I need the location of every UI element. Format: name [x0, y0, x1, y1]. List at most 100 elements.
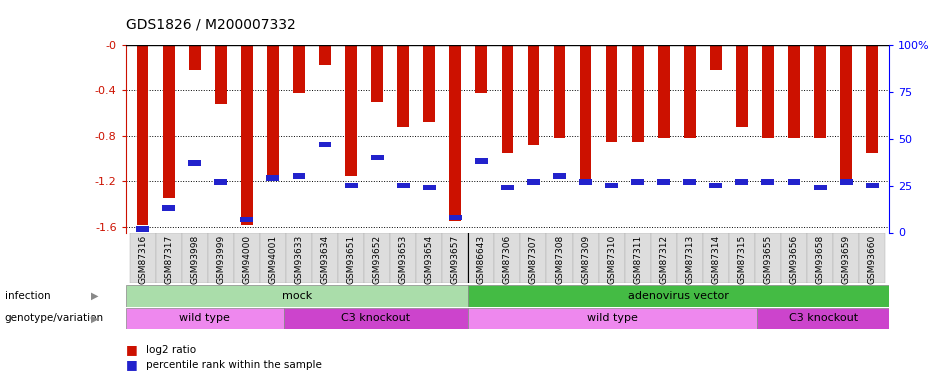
- Bar: [625, 232, 651, 283]
- Bar: [833, 232, 859, 283]
- Text: ▶: ▶: [91, 291, 99, 301]
- Bar: [553, 173, 566, 179]
- Bar: [162, 206, 175, 211]
- Bar: [215, 45, 226, 104]
- Bar: [573, 232, 599, 283]
- Bar: [155, 232, 182, 283]
- Text: GSM93633: GSM93633: [294, 235, 304, 284]
- Bar: [605, 183, 618, 188]
- Bar: [293, 45, 304, 93]
- Text: GSM93656: GSM93656: [789, 235, 799, 284]
- Bar: [371, 154, 384, 160]
- Bar: [312, 232, 338, 283]
- Bar: [468, 232, 494, 283]
- Bar: [345, 45, 357, 176]
- Text: GSM87311: GSM87311: [633, 235, 642, 284]
- Text: adenovirus vector: adenovirus vector: [628, 291, 729, 301]
- Bar: [136, 226, 149, 231]
- Text: C3 knockout: C3 knockout: [341, 314, 411, 323]
- Bar: [735, 179, 749, 185]
- Bar: [814, 185, 827, 190]
- Bar: [736, 45, 748, 127]
- Bar: [866, 183, 879, 188]
- Bar: [762, 45, 774, 138]
- Bar: [709, 183, 722, 188]
- Bar: [286, 232, 312, 283]
- Bar: [126, 308, 284, 329]
- Bar: [129, 232, 155, 283]
- Text: GDS1826 / M200007332: GDS1826 / M200007332: [126, 18, 295, 32]
- Bar: [442, 232, 468, 283]
- Text: GSM87315: GSM87315: [737, 235, 747, 284]
- Bar: [781, 232, 807, 283]
- Bar: [546, 232, 573, 283]
- Text: GSM87312: GSM87312: [659, 235, 668, 284]
- Bar: [189, 45, 200, 70]
- Bar: [424, 45, 435, 122]
- Text: GSM93658: GSM93658: [816, 235, 825, 284]
- Bar: [416, 232, 442, 283]
- Text: GSM86643: GSM86643: [477, 235, 486, 284]
- Text: infection: infection: [5, 291, 50, 301]
- Bar: [188, 160, 201, 166]
- Text: GSM94000: GSM94000: [242, 235, 251, 284]
- Bar: [319, 45, 331, 66]
- Bar: [266, 176, 279, 181]
- Bar: [599, 232, 625, 283]
- Text: wild type: wild type: [587, 314, 638, 323]
- Text: log2 ratio: log2 ratio: [146, 345, 196, 355]
- Bar: [841, 45, 852, 182]
- Bar: [501, 185, 514, 190]
- Text: mock: mock: [282, 291, 312, 301]
- Bar: [208, 232, 234, 283]
- Bar: [163, 45, 174, 198]
- Bar: [815, 45, 826, 138]
- Bar: [468, 285, 889, 307]
- Bar: [182, 232, 208, 283]
- Bar: [475, 158, 488, 164]
- Bar: [292, 173, 305, 179]
- Bar: [758, 308, 889, 329]
- Bar: [398, 45, 409, 127]
- Text: GSM94001: GSM94001: [268, 235, 277, 284]
- Text: GSM93654: GSM93654: [425, 235, 434, 284]
- Bar: [468, 308, 758, 329]
- Text: GSM93998: GSM93998: [190, 235, 199, 284]
- Bar: [397, 183, 410, 188]
- Text: GSM93634: GSM93634: [320, 235, 330, 284]
- Bar: [528, 45, 539, 145]
- Bar: [364, 232, 390, 283]
- Bar: [214, 179, 227, 185]
- Bar: [494, 232, 520, 283]
- Text: GSM93999: GSM93999: [216, 235, 225, 284]
- Bar: [234, 232, 260, 283]
- Bar: [632, 45, 643, 142]
- Bar: [840, 179, 853, 185]
- Text: percentile rank within the sample: percentile rank within the sample: [146, 360, 322, 370]
- Bar: [606, 45, 617, 142]
- Bar: [241, 45, 252, 225]
- Bar: [657, 179, 670, 185]
- Bar: [859, 232, 885, 283]
- Text: GSM87309: GSM87309: [581, 235, 590, 284]
- Bar: [807, 232, 833, 283]
- Bar: [729, 232, 755, 283]
- Text: GSM87316: GSM87316: [138, 235, 147, 284]
- Text: GSM93652: GSM93652: [372, 235, 382, 284]
- Bar: [284, 308, 468, 329]
- Bar: [580, 45, 591, 182]
- Bar: [651, 232, 677, 283]
- Bar: [789, 45, 800, 138]
- Bar: [579, 179, 592, 185]
- Bar: [554, 45, 565, 138]
- Bar: [450, 45, 461, 221]
- Bar: [658, 45, 669, 138]
- Bar: [703, 232, 729, 283]
- Text: C3 knockout: C3 knockout: [789, 314, 857, 323]
- Bar: [710, 45, 722, 70]
- Bar: [338, 232, 364, 283]
- Text: GSM87306: GSM87306: [503, 235, 512, 284]
- Bar: [520, 232, 546, 283]
- Bar: [267, 45, 278, 182]
- Text: GSM87310: GSM87310: [607, 235, 616, 284]
